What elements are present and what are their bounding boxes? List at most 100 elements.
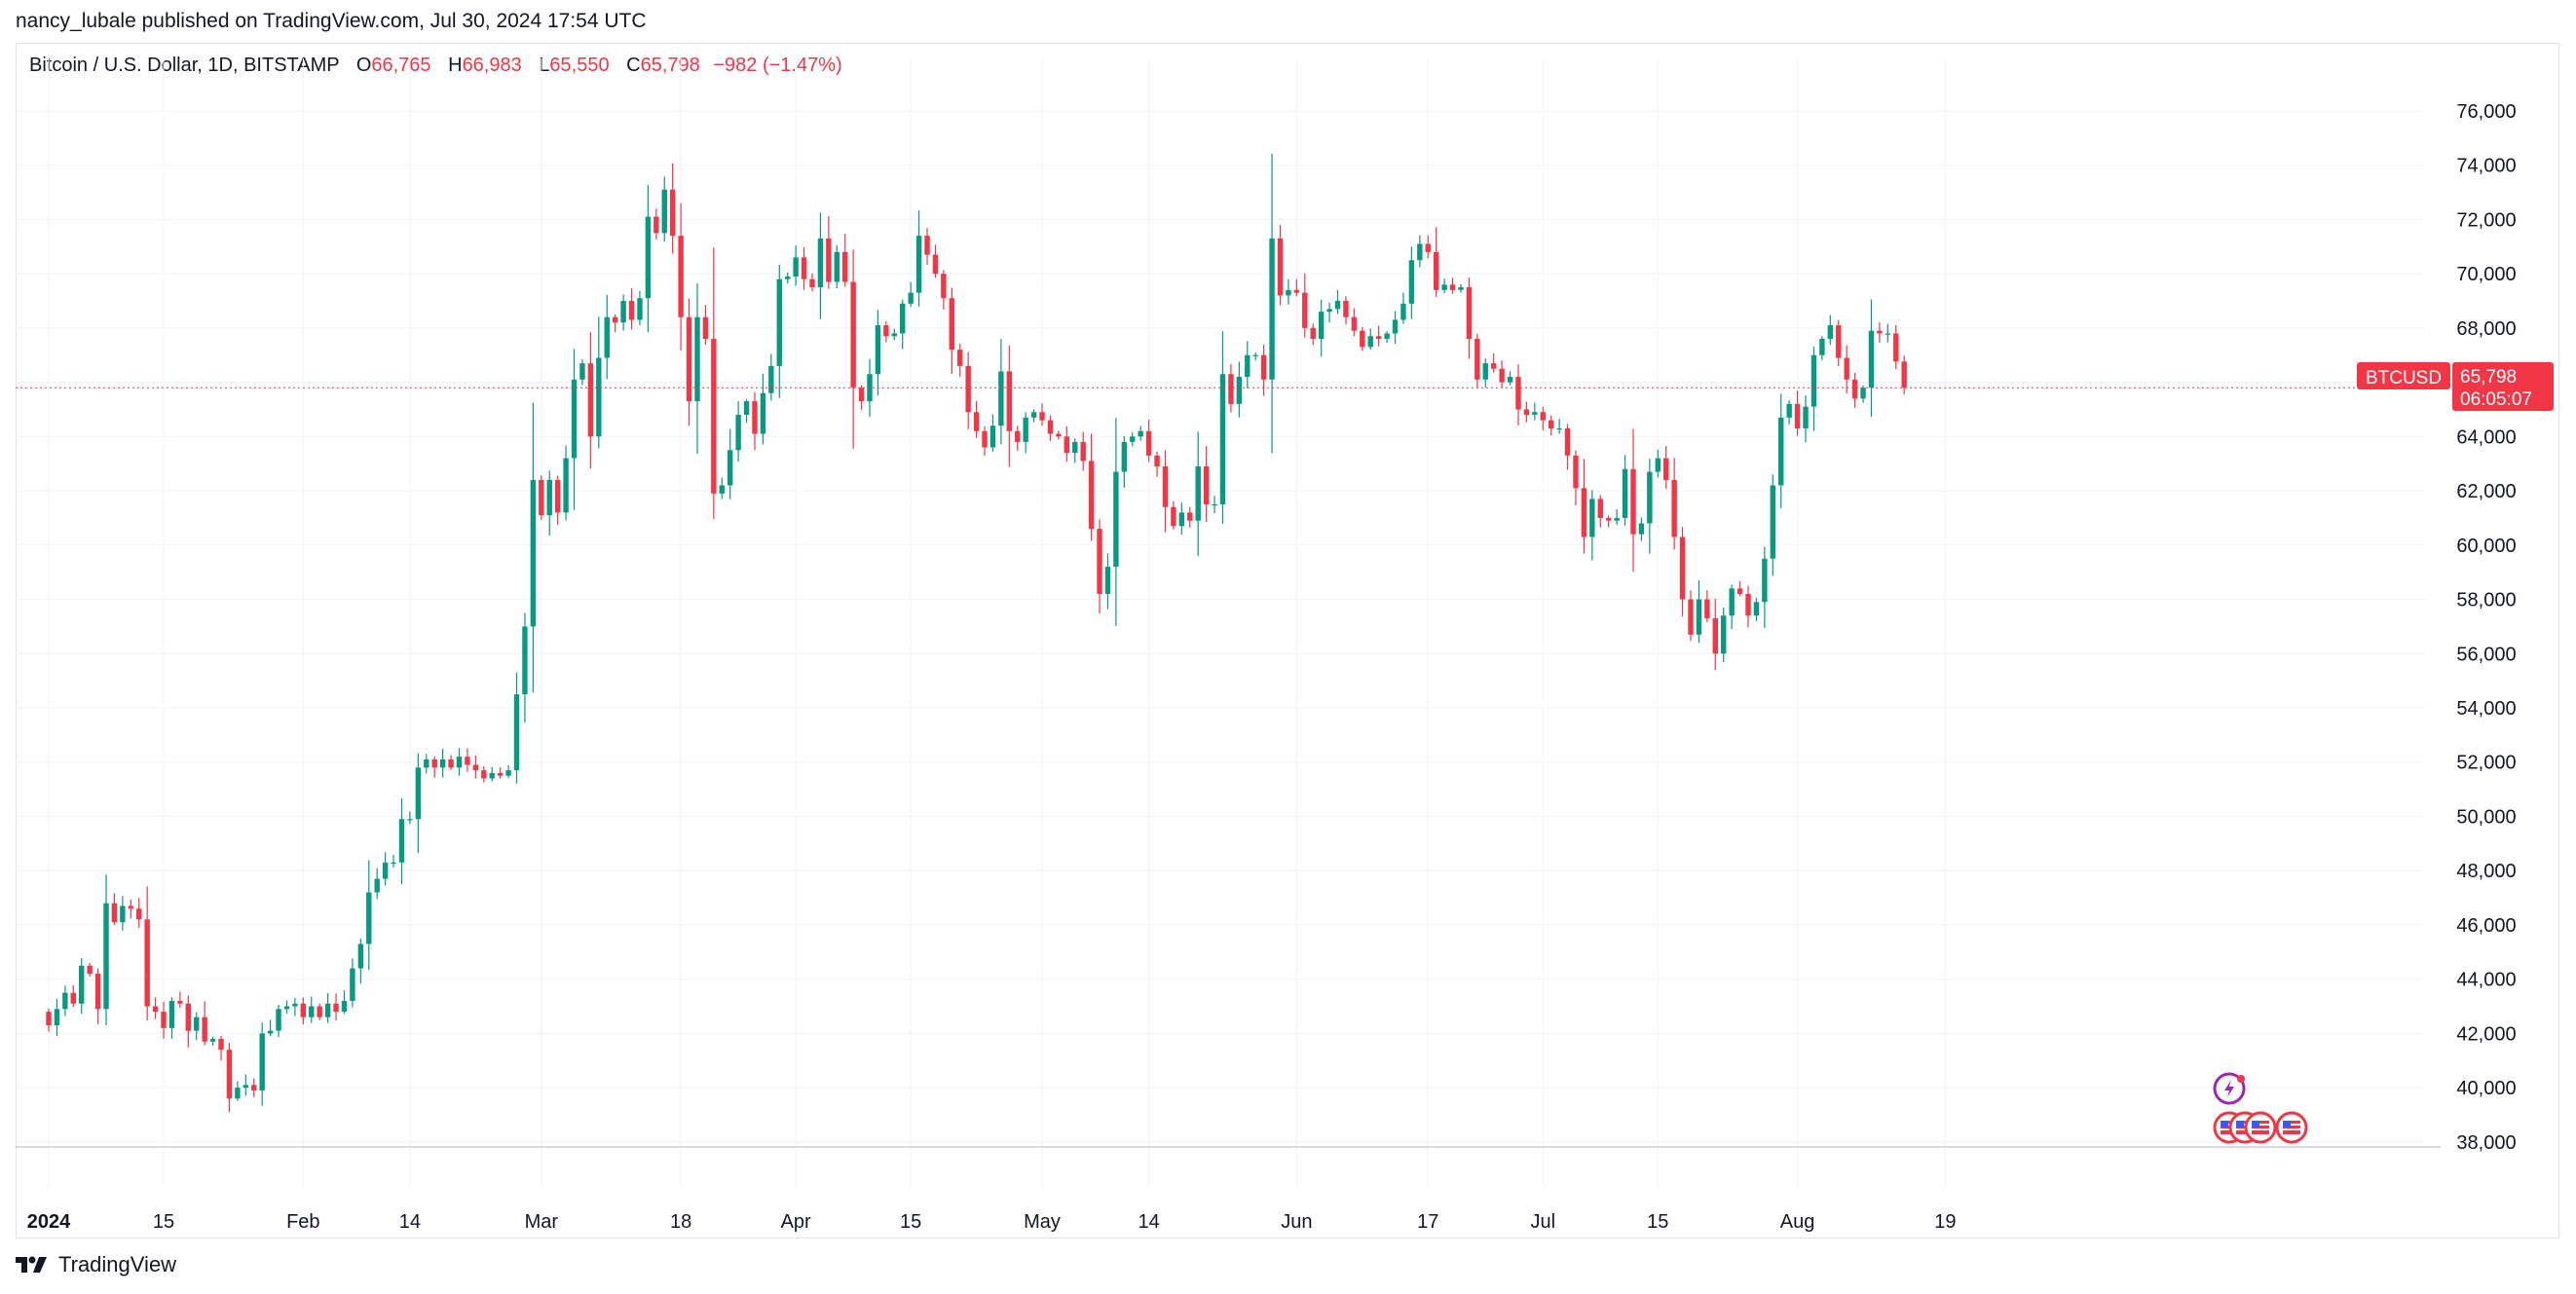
candle-body	[391, 862, 396, 865]
candle	[1360, 326, 1365, 351]
candle	[579, 359, 585, 386]
candle	[374, 868, 380, 900]
candle-body	[350, 968, 355, 1001]
candle-body	[1088, 461, 1095, 530]
candle	[1187, 506, 1193, 528]
candle	[1507, 371, 1513, 386]
candle-body	[530, 479, 537, 627]
candle-body	[1023, 417, 1028, 442]
candle-body	[768, 365, 774, 393]
candle-body	[1647, 471, 1653, 524]
candle	[1154, 451, 1160, 477]
badge-price: 65,798	[2460, 367, 2517, 388]
candle-body	[998, 371, 1004, 426]
candle-body	[965, 365, 971, 413]
candle-body	[1039, 412, 1045, 421]
candle	[1318, 299, 1325, 357]
candle	[768, 353, 774, 401]
candle-body	[776, 278, 782, 366]
price-badge[interactable]: BTCUSD 65,798 06:05:07	[2357, 362, 2554, 411]
legend-low-label: L	[539, 55, 550, 76]
candle	[1819, 336, 1825, 360]
chart-frame[interactable]	[16, 43, 2559, 1239]
candle-body	[1803, 406, 1809, 428]
tradingview-brand[interactable]: TradingView	[58, 1252, 177, 1276]
event-markers[interactable]	[2213, 1072, 2308, 1144]
y-tick-label: 76,000	[2456, 101, 2516, 123]
candle-body	[1696, 599, 1702, 635]
candle-body	[1130, 436, 1136, 442]
y-tick-label: 70,000	[2456, 264, 2516, 285]
candle	[957, 344, 963, 378]
candle	[1729, 584, 1735, 630]
candle-body	[1663, 458, 1669, 480]
legend-symbol[interactable]: Bitcoin / U.S. Dollar, 1D, BITSTAMP	[29, 55, 340, 76]
legend-low-value: 65,550	[549, 55, 610, 76]
candle-body	[481, 770, 487, 779]
candle	[1417, 235, 1423, 268]
candle-body	[1622, 468, 1628, 518]
candle-body	[1367, 336, 1373, 348]
candle	[1121, 436, 1128, 488]
candle-body	[1400, 303, 1406, 320]
candle	[161, 1001, 167, 1039]
legend-close-label: C	[626, 55, 641, 76]
candle-body	[1573, 455, 1579, 489]
candle	[194, 1012, 200, 1041]
tradingview-logo-icon[interactable]	[16, 1255, 51, 1275]
candle-body	[1375, 336, 1382, 340]
candle-body	[1762, 558, 1768, 603]
candle-body	[1351, 316, 1358, 331]
candle-body	[1630, 468, 1636, 535]
x-tick-label: Jun	[1281, 1211, 1312, 1233]
candle-body	[982, 430, 988, 448]
candle	[743, 398, 750, 424]
candle	[1310, 323, 1316, 346]
candle	[612, 314, 618, 333]
x-tick-label: 15	[153, 1211, 174, 1233]
candle-body	[1343, 301, 1349, 317]
candle-body	[554, 479, 561, 513]
candle	[407, 811, 413, 825]
candle	[54, 998, 60, 1037]
candle-body	[382, 862, 389, 879]
candle-body	[194, 1017, 200, 1031]
grid-lines	[16, 58, 2441, 1188]
candle-body	[1113, 471, 1119, 568]
candle-body	[1704, 599, 1710, 619]
candle	[1269, 153, 1275, 454]
candle	[1219, 331, 1226, 524]
candle	[522, 612, 528, 723]
candle	[1097, 519, 1102, 613]
candle	[1015, 425, 1021, 451]
candle	[1458, 283, 1464, 293]
candle	[826, 215, 832, 289]
candle	[989, 414, 996, 452]
candle	[1351, 308, 1358, 337]
candle	[1770, 474, 1775, 576]
candle-body	[161, 1012, 167, 1028]
candle	[1245, 341, 1251, 388]
candle-body	[915, 236, 922, 293]
candle-body	[702, 316, 709, 340]
candle	[1367, 328, 1373, 351]
y-tick-label: 50,000	[2456, 806, 2516, 828]
candle-body	[973, 412, 980, 431]
candle	[243, 1074, 249, 1096]
y-tick-label: 68,000	[2456, 318, 2516, 340]
candle-body	[1515, 377, 1521, 410]
candle	[136, 898, 142, 928]
candle	[1581, 459, 1587, 554]
candle	[1252, 351, 1258, 361]
candle	[128, 899, 133, 919]
y-tick-label: 54,000	[2456, 698, 2516, 720]
candle	[530, 402, 537, 693]
x-tick-label: 17	[1417, 1211, 1438, 1233]
candle-body	[546, 479, 552, 516]
candle-body	[924, 236, 930, 255]
candle-body	[1047, 420, 1054, 434]
candle	[120, 896, 126, 931]
candle	[620, 294, 626, 331]
candle-body	[612, 316, 618, 323]
